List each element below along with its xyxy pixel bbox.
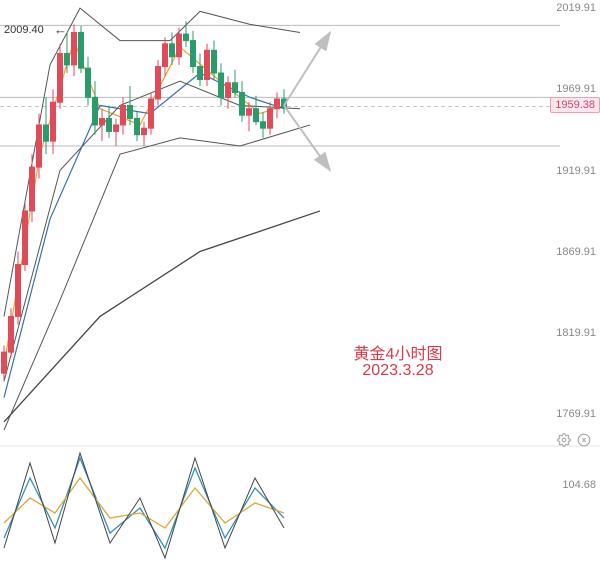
candle-body [135,118,140,134]
candle-body [128,105,133,118]
candle-body [37,125,42,167]
candle-body [51,102,56,141]
candle-body [72,32,77,64]
y-axis-label: 1769.91 [556,408,596,420]
projection-arrow [284,105,330,170]
candle-body [184,34,189,40]
candle-body [100,118,105,124]
candle-body [205,50,210,79]
candle-body [177,34,182,57]
chart-root: 2009.40 ← 1959.38 黄金4小时图 2023.3.28 1769.… [0,0,600,572]
candle-body [240,92,245,115]
candle-body [93,97,98,125]
y-axis-label: 1969.91 [556,83,596,95]
candle-body [79,32,84,68]
y-axis-label: 1919.91 [556,165,596,177]
candle-body [247,109,252,115]
candle-body [2,352,7,373]
candle-body [254,109,259,122]
candle-body [275,99,280,109]
candle-body [268,109,273,128]
candle-body [44,125,49,141]
candle-body [58,54,63,103]
candle-body [149,99,154,128]
candle-body [65,54,70,65]
current-price-badge: 1959.38 [550,97,600,113]
candle-body [212,50,217,73]
candle-body [142,128,147,134]
overlay-bb_upper [4,8,300,316]
overlay-trend_lower [4,211,320,422]
arrow-left-icon: ← [54,22,67,37]
candle-body [226,83,231,98]
osc-j [4,453,284,558]
candle-body [191,41,196,67]
candle-body [30,167,35,211]
projection-arrow [284,32,330,105]
y-axis-label: 1819.91 [556,327,596,339]
candle-body [219,73,224,97]
candle-body [107,118,112,131]
chart-canvas [0,0,600,572]
candle-body [163,44,168,67]
gear-icon[interactable] [556,432,572,448]
candle-body [261,122,266,128]
chart-title-line1: 黄金4小时图 [338,340,458,364]
y-axis-label: 2019.91 [556,2,596,14]
candle-body [121,105,126,124]
candle-body [9,316,14,352]
candle-body [233,83,238,93]
osc-d [4,478,284,528]
candle-body [86,68,91,97]
candle-body [198,67,203,80]
osc-k [4,458,284,548]
sub-y-axis-label: 104.68 [562,479,596,491]
candle-body [114,125,119,131]
y-axis-label: 1869.91 [556,246,596,258]
candle-body [23,211,28,265]
overlay-bb_lower [4,125,310,430]
current-price-value: 1959.38 [555,99,595,111]
resistance-label: 2009.40 [4,24,44,36]
candle-body [170,44,175,57]
chart-title-line2: 2023.3.28 [338,362,458,380]
close-icon[interactable] [576,432,592,448]
candle-body [156,67,161,99]
candle-body [16,264,21,316]
